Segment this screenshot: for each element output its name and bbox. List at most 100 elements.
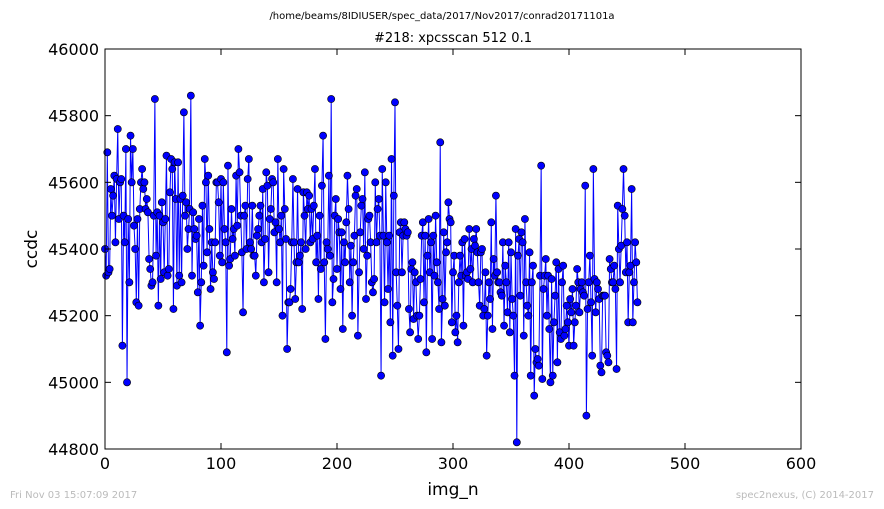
x-tick-label: 100 xyxy=(206,454,237,473)
data-point xyxy=(587,298,595,307)
data-point xyxy=(609,278,617,287)
footer-timestamp: Fri Nov 03 15:07:09 2017 xyxy=(10,490,137,501)
data-point xyxy=(377,371,385,380)
data-point xyxy=(199,261,208,270)
data-point xyxy=(161,215,170,223)
data-point xyxy=(254,225,263,233)
data-point xyxy=(403,228,412,237)
data-point xyxy=(356,228,365,237)
data-point xyxy=(435,305,443,313)
data-point xyxy=(326,251,334,260)
data-point xyxy=(253,231,261,240)
data-point xyxy=(175,271,184,280)
data-point xyxy=(345,278,354,287)
data-point xyxy=(244,155,253,163)
x-tick-label: 400 xyxy=(554,454,585,473)
x-tick-label: 600 xyxy=(786,454,817,473)
data-point xyxy=(133,215,142,223)
data-point xyxy=(442,248,450,257)
data-point xyxy=(453,338,462,347)
data-point xyxy=(291,295,300,303)
data-point xyxy=(233,221,242,230)
data-point xyxy=(360,168,369,177)
data-point xyxy=(427,238,435,247)
data-point xyxy=(422,348,431,357)
data-point xyxy=(410,268,419,277)
data-point xyxy=(627,185,636,193)
data-point xyxy=(512,438,521,447)
data-point xyxy=(503,308,512,317)
data-point xyxy=(378,165,387,173)
data-point xyxy=(333,265,341,273)
data-point xyxy=(134,301,143,310)
data-point xyxy=(485,278,493,287)
data-point xyxy=(262,168,271,177)
data-point xyxy=(488,325,497,333)
data-point xyxy=(388,351,397,360)
data-point xyxy=(234,145,243,153)
data-point xyxy=(351,191,360,200)
data-point xyxy=(501,261,510,270)
data-point xyxy=(580,291,588,300)
data-point xyxy=(358,195,367,203)
data-point xyxy=(440,301,449,310)
data-point xyxy=(243,175,252,183)
data-point xyxy=(349,258,358,267)
data-point xyxy=(250,251,259,260)
data-point xyxy=(537,161,546,170)
data-point xyxy=(483,311,492,320)
data-point xyxy=(596,361,605,370)
data-point xyxy=(294,258,303,267)
data-point xyxy=(327,95,336,103)
data-point xyxy=(108,211,116,220)
data-point xyxy=(460,235,469,243)
data-point xyxy=(384,285,392,293)
data-point xyxy=(566,295,575,303)
data-point xyxy=(220,225,229,233)
data-point xyxy=(156,275,165,283)
data-point xyxy=(125,278,134,287)
data-point xyxy=(138,165,147,173)
data-point xyxy=(271,218,280,227)
data-point xyxy=(517,228,526,237)
data-point xyxy=(541,255,550,263)
data-point xyxy=(198,201,207,210)
data-point xyxy=(588,351,597,360)
data-point xyxy=(113,125,122,133)
data-point xyxy=(509,311,518,320)
data-point xyxy=(583,305,592,313)
data-point xyxy=(482,351,491,360)
data-point xyxy=(336,285,345,293)
data-point xyxy=(617,241,626,250)
data-point xyxy=(305,191,314,200)
data-point xyxy=(487,218,496,227)
data-point xyxy=(605,255,614,263)
data-point xyxy=(140,178,149,187)
data-point xyxy=(626,261,635,270)
data-point xyxy=(139,185,148,193)
y-tick-label: 45000 xyxy=(48,373,99,392)
data-point xyxy=(371,178,380,187)
y-tick-label: 45400 xyxy=(48,240,99,259)
data-point xyxy=(405,305,413,313)
data-point xyxy=(280,205,289,213)
data-point xyxy=(224,161,232,170)
data-point xyxy=(601,291,609,300)
data-point xyxy=(486,295,495,303)
data-point xyxy=(550,318,558,327)
data-point xyxy=(295,251,304,260)
data-point xyxy=(218,258,227,267)
data-point xyxy=(241,201,250,210)
data-point xyxy=(589,165,598,173)
data-point xyxy=(359,245,368,253)
data-point xyxy=(240,211,249,220)
data-point xyxy=(552,258,561,267)
data-point xyxy=(144,208,152,217)
data-point xyxy=(343,171,352,180)
data-point xyxy=(272,278,281,287)
data-point xyxy=(620,211,629,220)
series-line xyxy=(104,95,638,443)
data-point xyxy=(283,345,292,353)
data-point xyxy=(211,238,220,247)
data-point xyxy=(553,358,562,367)
